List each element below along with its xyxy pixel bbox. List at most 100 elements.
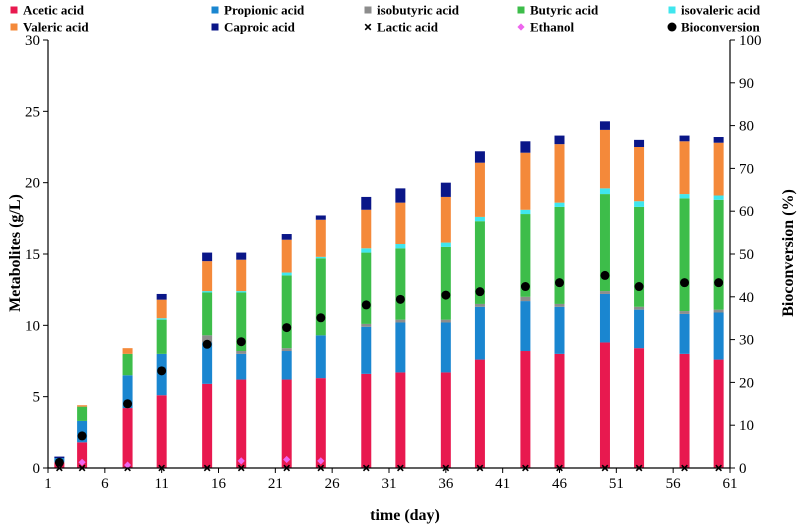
legend-item-acetic: Acetic acid — [10, 3, 85, 18]
legend-label-propionic: Propionic acid — [224, 3, 305, 18]
legend-label-caproic: Caproic acid — [224, 20, 296, 35]
legend-marker-valeric — [10, 23, 18, 31]
bar-segment-butyric — [440, 246, 451, 320]
bar-segment-valeric — [599, 129, 610, 189]
left-y-tick-label: 0 — [33, 461, 41, 477]
x-tick-label: 51 — [609, 476, 624, 492]
bar-segment-propionic — [440, 322, 451, 373]
bar-segment-butyric — [202, 292, 213, 336]
bar-segment-isovaleric — [599, 188, 610, 195]
point-bioconversion — [555, 278, 564, 288]
x-tick-label: 31 — [382, 476, 397, 492]
bar-segment-caproic — [202, 252, 213, 262]
x-tick-label: 46 — [552, 476, 568, 492]
bar-segment-caproic — [554, 135, 565, 145]
bar-segment-isovaleric — [679, 194, 690, 199]
right-y-tick-label: 40 — [739, 290, 754, 306]
point-bioconversion — [157, 366, 167, 376]
bar-segment-acetic — [554, 353, 565, 468]
right-y-tick-label: 50 — [739, 247, 754, 263]
bar-segment-propionic — [634, 309, 645, 349]
bar-segment-isovaleric — [202, 291, 213, 293]
right-y-tick-label: 100 — [739, 33, 762, 49]
bar-segment-acetic — [679, 353, 690, 468]
legend-label-lactic: Lactic acid — [377, 20, 439, 35]
bar-segment-propionic — [713, 312, 724, 360]
bar-segment-propionic — [281, 351, 292, 380]
bar-segment-propionic — [520, 301, 531, 352]
legend-marker-butyric — [517, 6, 525, 14]
bar-segment-isobutyric — [395, 319, 406, 323]
point-bioconversion — [395, 294, 405, 304]
legend-marker-propionic — [211, 6, 219, 14]
bar-segment-caproic — [54, 456, 65, 459]
bar-segment-acetic — [395, 372, 406, 468]
bar-segment-isovaleric — [361, 248, 372, 253]
bar-segment-butyric — [713, 199, 724, 310]
point-bioconversion — [202, 339, 212, 349]
x-tick-label: 61 — [723, 476, 738, 492]
point-bioconversion — [600, 270, 610, 280]
bar-segment-acetic — [474, 359, 485, 468]
x-axis-title: time (day) — [370, 507, 440, 524]
bar-segment-acetic — [236, 379, 247, 468]
bar-segment-propionic — [315, 335, 326, 379]
point-bioconversion — [236, 337, 246, 347]
bar-segment-acetic — [315, 378, 326, 468]
bar-segment-valeric — [281, 239, 292, 273]
point-ethanol — [78, 458, 86, 466]
legend: Acetic acid Propionic acid isobutyric acid… — [10, 3, 761, 35]
bar-segment-caproic — [679, 135, 690, 142]
right-y-tick-label: 60 — [739, 204, 754, 220]
bar-segment-propionic — [122, 375, 133, 409]
point-markers — [54, 270, 724, 472]
bar-segment-butyric — [361, 252, 372, 324]
right-y-tick-label: 90 — [739, 76, 754, 92]
point-bioconversion — [634, 282, 644, 292]
legend-label-ethanol: Ethanol — [530, 20, 574, 35]
bar-segment-caproic — [236, 252, 247, 260]
x-tick-label: 36 — [438, 476, 454, 492]
x-tick-label: 41 — [495, 476, 510, 492]
legend-marker-isovaleric — [668, 6, 676, 14]
legend-label-isobutyric: isobutyric acid — [377, 3, 460, 18]
bar-segment-butyric — [599, 194, 610, 292]
legend-marker-ethanol — [517, 23, 525, 31]
bar-segment-propionic — [236, 353, 247, 380]
point-bioconversion — [441, 290, 451, 300]
x-tick-label: 26 — [325, 476, 341, 492]
bar-segment-acetic — [77, 442, 88, 468]
left-y-tick-label: 20 — [25, 176, 40, 192]
right-y-tick-label: 10 — [739, 418, 754, 434]
bar-segment-acetic — [713, 359, 724, 468]
bar-segment-butyric — [315, 258, 326, 336]
bar-segment-butyric — [634, 206, 645, 307]
bar-segment-isobutyric — [554, 303, 565, 307]
bar-segment-acetic — [122, 408, 133, 468]
point-ethanol — [123, 461, 132, 469]
legend-item-caproic: Caproic acid — [211, 20, 296, 35]
left-y-tick-label: 15 — [25, 247, 40, 263]
bar-segment-butyric — [77, 406, 88, 421]
x-tick-label: 21 — [268, 476, 283, 492]
bar-segment-isovaleric — [395, 244, 406, 249]
legend-item-ethanol: Ethanol — [517, 20, 574, 35]
bar-segment-caproic — [156, 293, 167, 300]
bar-segment-isobutyric — [281, 348, 292, 352]
point-ethanol — [237, 457, 245, 465]
bar-segment-butyric — [236, 292, 247, 352]
bar-segment-isobutyric — [202, 335, 213, 343]
bar-segment-valeric — [77, 405, 88, 407]
bar-segment-isovaleric — [554, 202, 565, 207]
bar-segment-valeric — [474, 162, 485, 217]
bar-segment-valeric — [554, 144, 565, 203]
point-bioconversion — [316, 313, 326, 323]
legend-item-valeric: Valeric acid — [10, 20, 89, 35]
legend-label-acetic: Acetic acid — [23, 3, 85, 18]
bar-segment-butyric — [679, 198, 690, 312]
bar-segment-valeric — [713, 142, 724, 196]
bar-segment-caproic — [520, 141, 531, 153]
bar-segment-valeric — [679, 141, 690, 195]
bar-segment-propionic — [474, 306, 485, 360]
